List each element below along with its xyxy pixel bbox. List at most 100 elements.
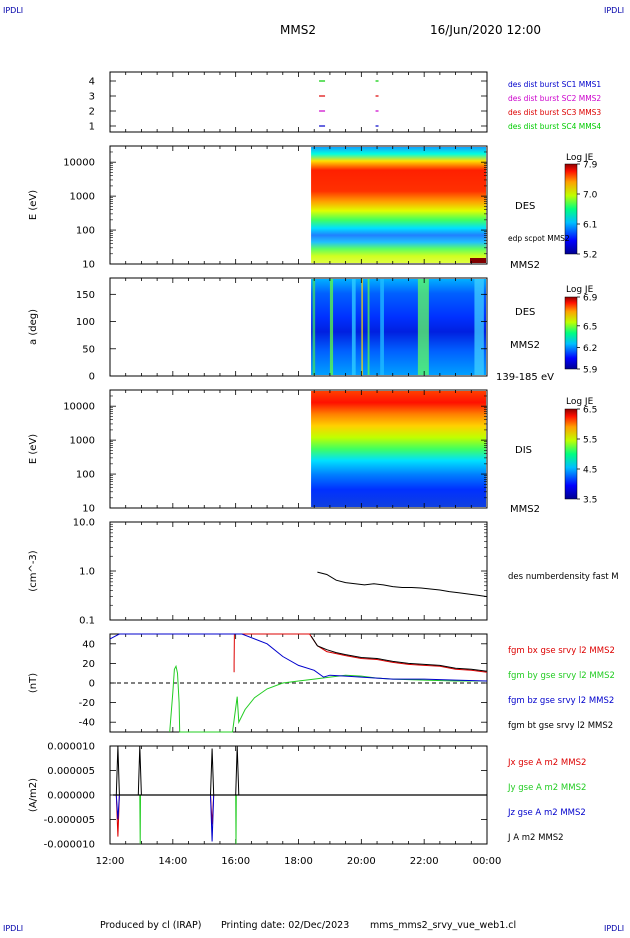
des-pitch-ytick-label: 150 [76,290,95,301]
des-pitch-colorbar-tick-label: 6.5 [583,322,597,332]
marks-layer: des dist burst SC1 MMS1 des dist burst SC… [109,80,619,845]
current-density-ytick-label: 0.000005 [47,766,95,777]
series-line [115,794,215,842]
availability-ytick-label: 4 [89,77,95,88]
axes-layer: 12:00 14:00 16:00 18:00 20:00 22:00 00:00 1 2 3 4 1… [44,72,598,867]
availability-ytick-label: 2 [89,107,95,118]
des-energy-colorbar [564,163,578,255]
current-density-ytick-label: -0.000005 [44,815,95,826]
series-line [115,745,240,796]
des-energy-spectrogram [311,147,486,263]
footer-producer: Produced by cl (IRAP) [100,920,201,931]
series-legend-entry: fgm by gse srvy l2 MMS2 [508,671,615,681]
dis-energy-colorbar-tick-label: 6.5 [583,406,597,416]
pitch-band [474,279,484,375]
density-ylabel: (cm^-3) [28,550,39,591]
des-pitch-ylabel: a (deg) [28,309,39,345]
time-tick-label: 12:00 [96,856,125,867]
time-tick-label: 00:00 [473,856,502,867]
corner-mark-top-right: IPDLI [604,6,624,15]
corner-mark-top-left: IPDLI [3,6,23,15]
series-legend-entry: J A m2 MMS2 [507,833,564,843]
series-line [233,633,488,673]
corner-mark-bottom-left: IPDLI [3,924,23,933]
burst-legend-entry: des dist burst SC2 MMS2 [508,94,601,103]
corner-mark-bottom-right: IPDLI [604,924,624,933]
pitch-band [351,279,356,375]
dis-energy-ytick-label: 100 [76,470,95,481]
edp-scpot-trace [470,258,486,263]
pitch-band [361,279,363,375]
footer-script-name: mms_mms2_srvy_vue_web1.cl [370,920,516,931]
des-energy-colorbar-title: Log JE [566,153,594,163]
edp-scpot-label: edp scpot MMS2 [508,234,570,243]
density-ytick-label: 1.0 [79,567,95,578]
des-pitch-colorbar-tick-label: 6.2 [583,344,597,354]
des-pitch-colorbar-tick-label: 6.9 [583,294,598,304]
dis-energy-colorbar-tick-label: 5.5 [583,436,597,446]
magnetic-field-ytick-label: -40 [79,718,95,729]
dis-energy-colorbar-tick-label: 4.5 [583,466,597,476]
current-density-ylabel: (A/m2) [28,778,39,812]
des-energy-spacecraft-label: MMS2 [510,260,540,271]
series-legend-entry: des numberdensity fast M [508,572,619,582]
dis-energy-colorbar-title: Log JE [566,397,594,407]
des-energy-ytick-label: 100 [76,226,95,237]
dis-energy-spacecraft-label: MMS2 [510,504,540,515]
des-pitch-ytick-label: 100 [76,317,95,328]
series-line [139,794,237,845]
burst-legend-entry: des dist burst SC3 MMS3 [508,108,601,117]
dis-energy-ylabel: E (eV) [28,434,39,464]
series-legend-entry: Jx gse A m2 MMS2 [507,758,586,768]
des-energy-colorbar-tick-label: 6.1 [583,221,597,231]
time-tick-label: 18:00 [284,856,313,867]
des-energy-ytick-label: 10 [82,260,95,271]
series-line [109,633,488,682]
dis-energy-ytick-label: 10 [82,504,95,515]
des-pitch-ytick-label: 0 [89,372,95,383]
series-legend-entry: fgm bt gse srvy l2 MMS2 [508,721,613,731]
time-tick-label: 22:00 [410,856,439,867]
des-pitch-energy-range: 139-185 eV [496,372,554,383]
magnetic-field-ytick-label: 0 [89,679,95,690]
magnetic-field-ytick-label: -20 [79,698,95,709]
des-pitch-instrument-label: DES [515,307,535,318]
density-panel-frame [109,521,488,621]
current-density-ytick-label: 0.000000 [47,791,95,802]
series-legend-entry: Jz gse A m2 MMS2 [507,808,586,818]
burst-legend-entry: des dist burst SC4 MMS4 [508,122,601,131]
density-ytick-label: 0.1 [79,616,95,627]
footer-printing-date: Printing date: 02/Dec/2023 [221,920,349,931]
dis-energy-colorbar-tick-label: 3.5 [583,496,597,506]
density-ytick-label: 10.0 [73,518,95,529]
des-energy-colorbar-tick-label: 7.0 [583,191,598,201]
magnetic-field-ylabel: (nT) [28,673,39,693]
series-legend-entry: fgm bz gse srvy l2 MMS2 [508,696,614,706]
des-energy-ytick-label: 10000 [63,158,95,169]
des-energy-instrument-label: DES [515,201,535,212]
dis-energy-colorbar [564,408,578,500]
pitch-band [380,279,384,375]
magnetic-field-ytick-label: 40 [82,639,95,650]
pitch-band [367,279,370,375]
current-density-ytick-label: 0.000010 [47,742,95,753]
des-pitch-colorbar-tick-label: 5.9 [583,366,598,376]
time-tick-label: 20:00 [347,856,376,867]
series-line [115,794,215,837]
series-legend-entry: Jy gse A m2 MMS2 [507,783,586,793]
figure-datetime: 16/Jun/2020 12:00 [430,23,541,37]
dis-energy-ytick-label: 10000 [63,402,95,413]
availability-panel-frame [109,71,488,133]
magnetic-field-ytick-label: 20 [82,659,95,670]
dis-energy-spectrogram [311,391,486,507]
des-pitch-spectrogram [311,279,486,375]
des-pitch-spacecraft-label: MMS2 [510,340,540,351]
time-tick-label: 14:00 [158,856,187,867]
dis-energy-ytick-label: 1000 [70,436,95,447]
des-pitch-colorbar-title: Log JE [566,285,594,295]
availability-ytick-label: 3 [89,92,95,103]
availability-ytick-label: 1 [89,122,95,133]
des-pitch-ytick-label: 50 [82,344,95,355]
des-pitch-structure [312,279,484,375]
